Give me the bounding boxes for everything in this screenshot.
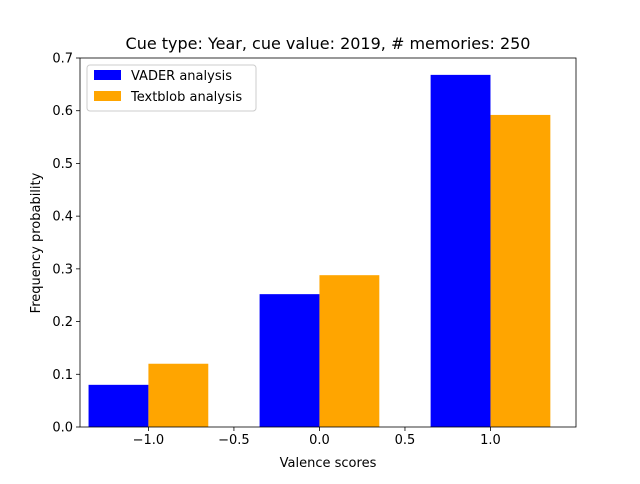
legend: VADER analysis Textblob analysis (86, 64, 257, 112)
bar-textblob-1 (319, 275, 380, 427)
y-tick-label: 0.1 (52, 368, 73, 383)
bar-textblob-0 (148, 363, 209, 427)
y-tick-label: 0.0 (52, 421, 73, 436)
legend-swatch (94, 70, 121, 80)
bars-layer (88, 74, 551, 428)
axes-layer: −1.0 −0.5 0.0 0.5 1.0 0.0 0.1 0.2 0.3 0.4 0.5 0.6 0.… (52, 52, 577, 448)
chart-title: Cue type: Year, cue value: 2019, # memor… (126, 34, 531, 53)
bar-vader-0 (88, 384, 149, 427)
y-tick-label: 0.4 (52, 210, 73, 225)
bar-vader-2 (430, 74, 491, 428)
x-tick-label: 0.5 (395, 433, 416, 448)
legend-swatch (94, 91, 121, 101)
y-tick-label: 0.5 (52, 157, 73, 172)
y-tick-label: 0.2 (52, 315, 73, 330)
legend-box (86, 64, 257, 112)
bar-vader-1 (259, 294, 320, 427)
x-tick-label: −1.0 (133, 433, 165, 448)
y-tick-label: 0.6 (52, 104, 73, 119)
y-axis-label: Frequency probability (29, 172, 44, 313)
x-tick-label: −0.5 (218, 433, 250, 448)
legend-label: VADER analysis (131, 69, 232, 84)
bar-textblob-2 (490, 114, 551, 427)
legend-label: Textblob analysis (130, 90, 242, 105)
plot-frame (79, 57, 577, 428)
x-axis-label: Valence scores (280, 456, 377, 471)
y-tick-label: 0.3 (52, 262, 73, 277)
x-tick-label: 0.0 (309, 433, 330, 448)
x-tick-label: 1.0 (480, 433, 501, 448)
y-tick-label: 0.7 (52, 52, 73, 67)
